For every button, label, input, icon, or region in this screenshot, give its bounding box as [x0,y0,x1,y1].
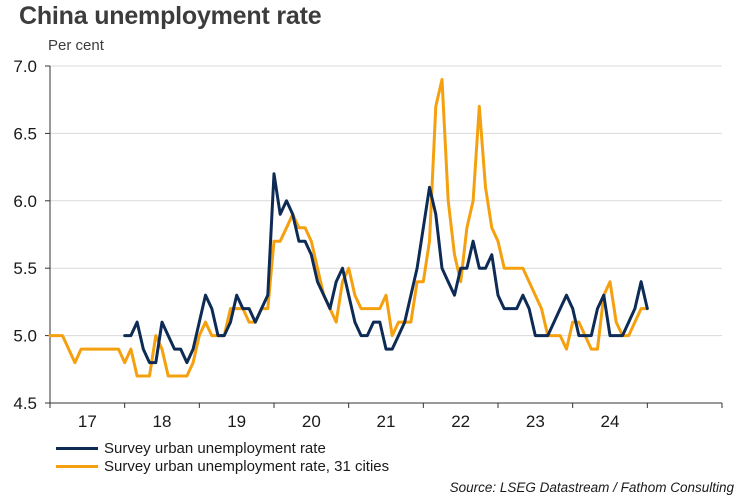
legend-swatch-urban [56,447,98,450]
legend-item-31-cities: Survey urban unemployment rate, 31 citie… [56,458,389,475]
y-tick-label: 4.5 [13,394,37,413]
x-tick-label: 23 [526,412,545,431]
x-tick-label: 22 [451,412,470,431]
x-tick-label: 17 [78,412,97,431]
y-tick-label: 6.0 [13,192,37,211]
legend-label-31-cities: Survey urban unemployment rate, 31 citie… [104,458,390,475]
x-tick-label: 21 [377,412,396,431]
x-tick-label: 18 [153,412,172,431]
legend-swatch-31-cities [56,465,98,468]
x-tick-label: 24 [601,412,620,431]
x-tick-label: 20 [302,412,321,431]
legend-item-urban: Survey urban unemployment rate [56,440,326,457]
chart-subtitle: Per cent [48,37,104,54]
series-line-urban [123,172,649,365]
chart-title: China unemployment rate [19,2,322,30]
x-tick-label: 19 [227,412,246,431]
legend-label-urban: Survey urban unemployment rate [104,440,326,457]
y-tick-label: 6.5 [13,124,37,143]
y-tick-label: 5.0 [13,327,37,346]
y-tick-label: 7.0 [13,57,37,76]
source-note: Source: LSEG Datastream / Fathom Consult… [449,480,734,495]
y-tick-label: 5.5 [13,259,37,278]
